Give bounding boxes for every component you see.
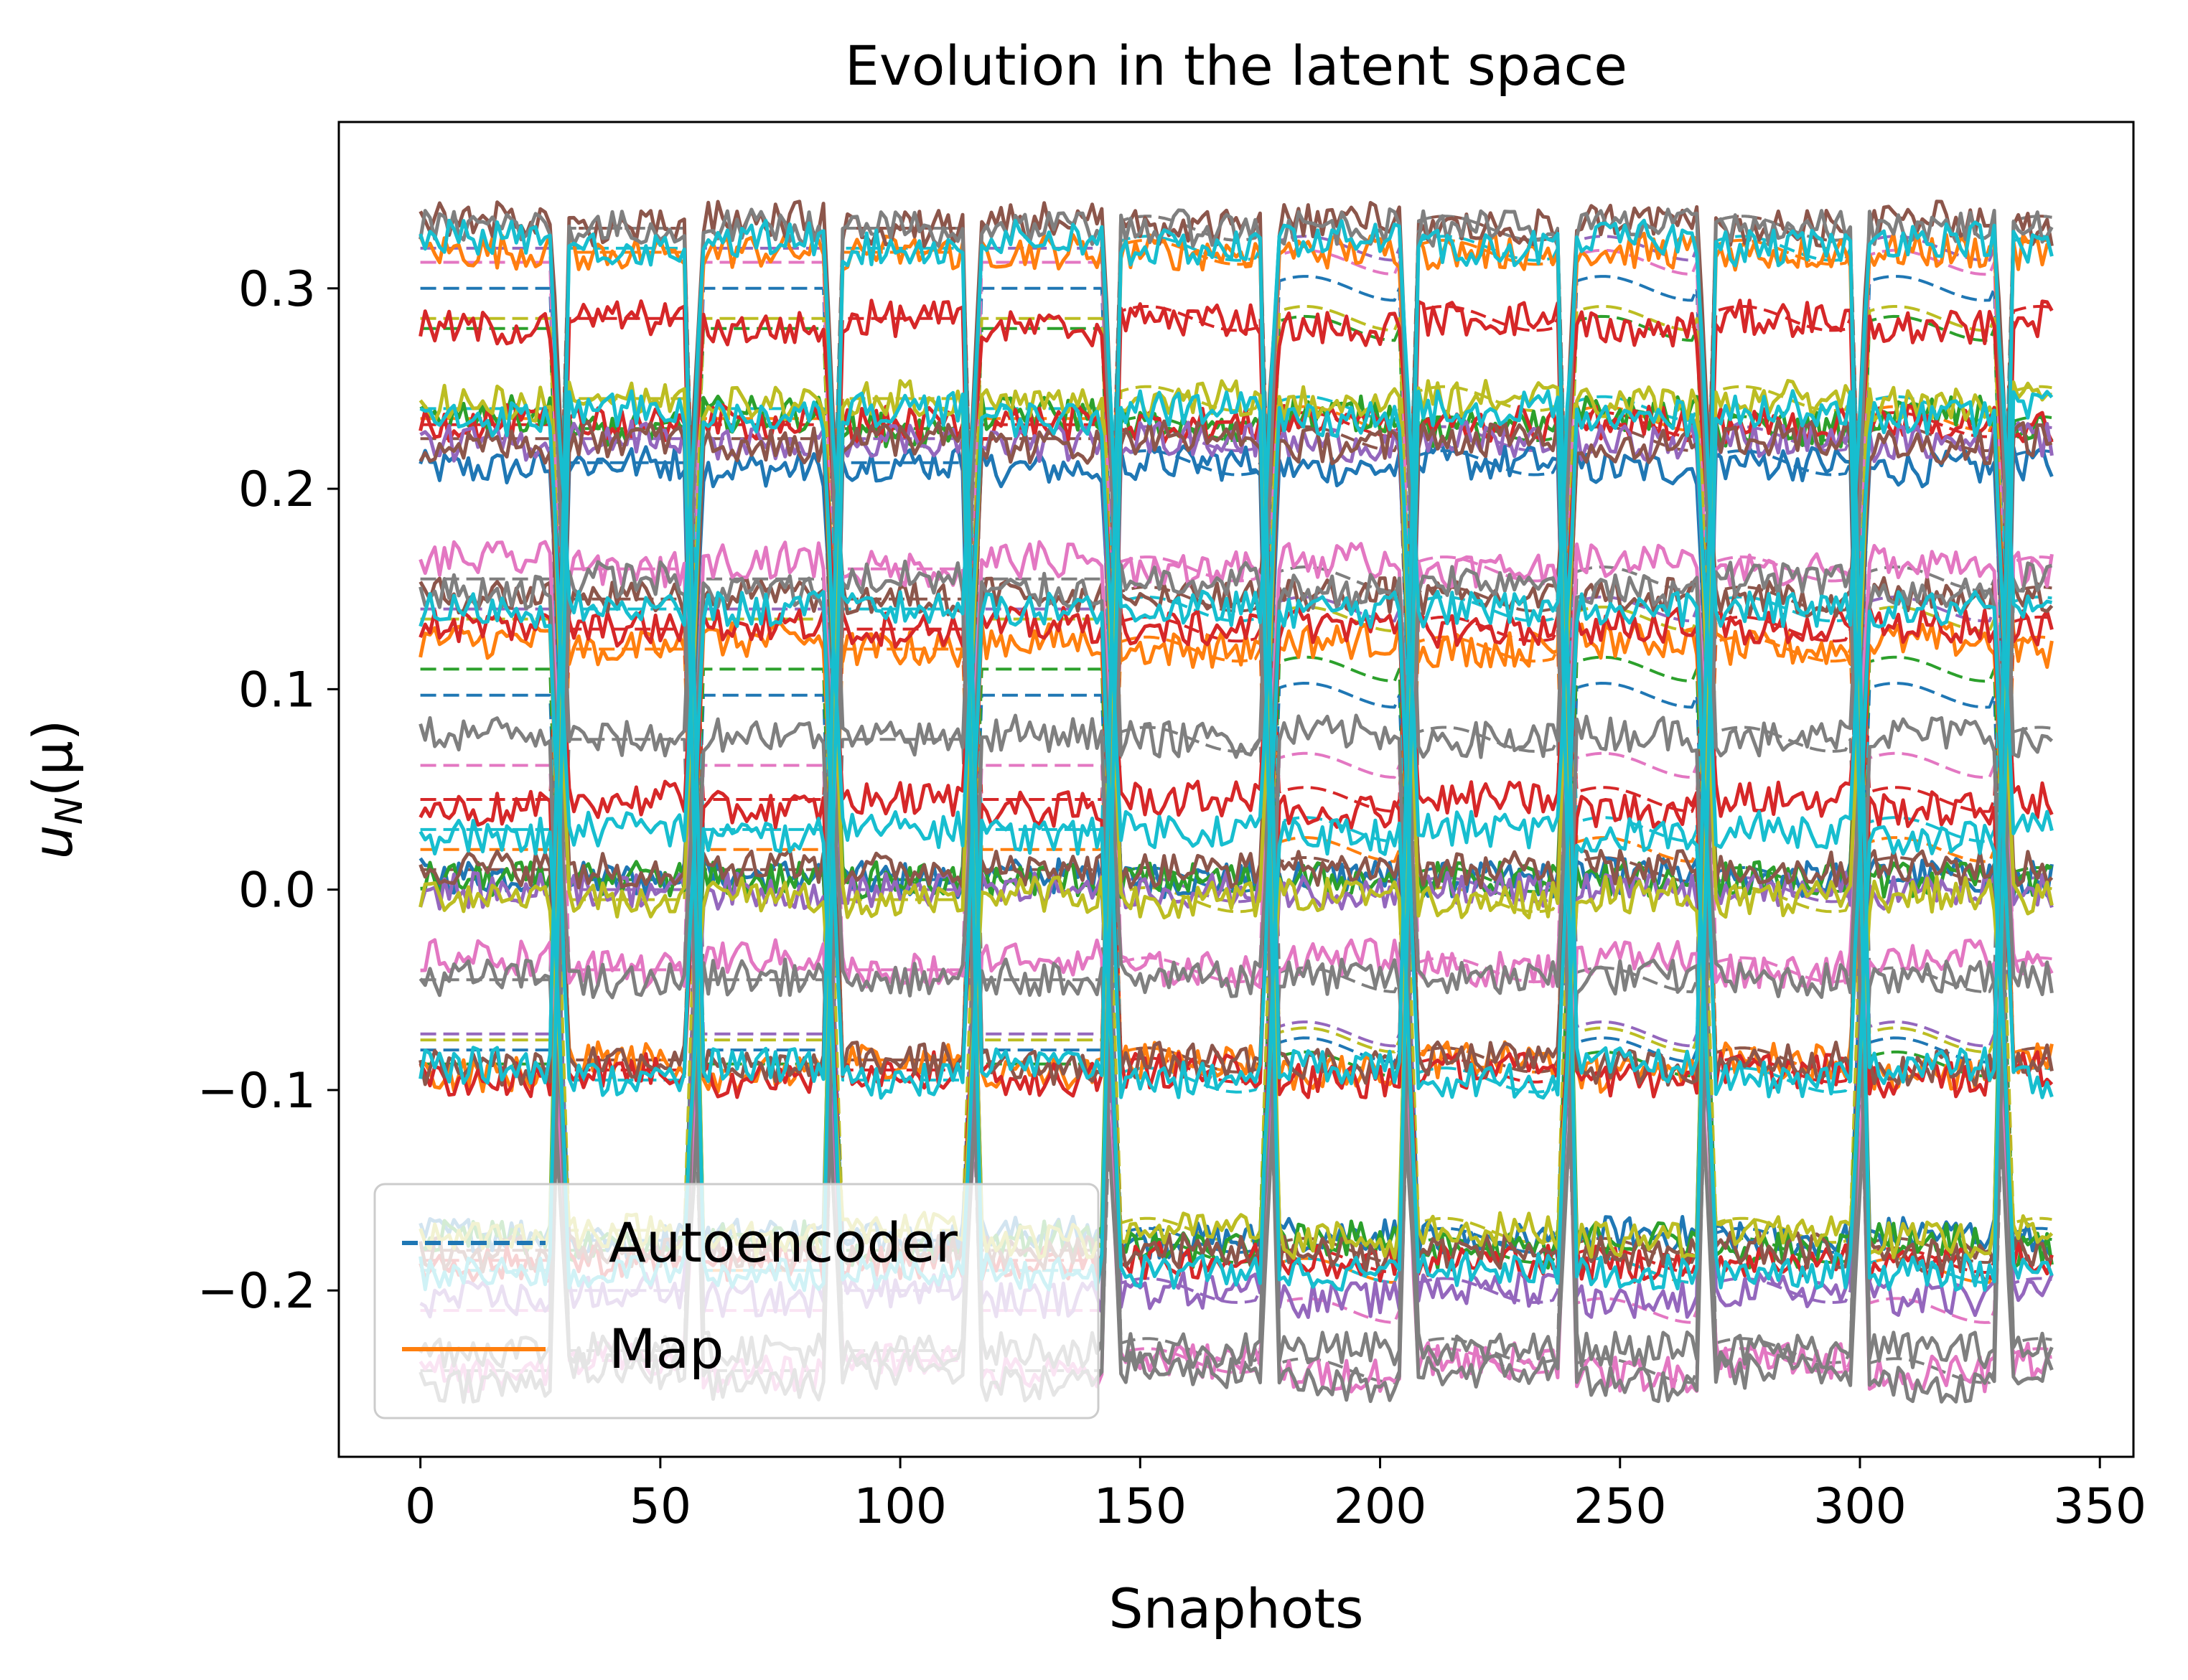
map-line <box>419 418 2053 1275</box>
x-tick-label: 150 <box>1093 1478 1187 1535</box>
map-line <box>419 207 2054 759</box>
autoencoder-line <box>420 586 2052 1264</box>
legend-box <box>373 1183 1100 1419</box>
chart-title: Evolution in the latent space <box>845 34 1627 98</box>
x-tick-label: 350 <box>2053 1478 2146 1535</box>
y-axis-label-main: u <box>21 825 85 859</box>
legend: Autoencoder Map <box>373 1183 1100 1419</box>
map-line <box>419 218 2052 629</box>
map-line <box>419 426 2054 890</box>
map-line <box>419 408 2054 1259</box>
autoencoder-line <box>420 595 2052 1304</box>
x-axis-label: Snaphots <box>1108 1577 1363 1641</box>
y-axis: −0.2 −0.1 0.0 0.1 0.2 0.3 <box>197 261 339 1320</box>
x-tick-label: 50 <box>630 1478 692 1535</box>
map-line <box>419 590 2054 1100</box>
map-line <box>419 228 2054 1086</box>
y-tick-label: 0.0 <box>238 863 316 919</box>
legend-autoencoder-label: Autoencoder <box>609 1211 958 1275</box>
map-line <box>419 389 2054 1292</box>
y-axis-label-arg: (μ) <box>21 720 85 797</box>
x-tick-label: 300 <box>1813 1478 1907 1535</box>
x-axis: 0 50 100 150 200 250 300 350 <box>405 1457 2146 1535</box>
y-tick-label: −0.2 <box>197 1263 316 1320</box>
y-axis-label-sub: N <box>48 797 91 825</box>
map-line <box>419 233 2053 1094</box>
map-line <box>419 605 2054 1090</box>
y-tick-label: 0.1 <box>238 662 316 718</box>
autoencoder-line <box>420 595 2052 1284</box>
map-line <box>419 621 2054 1080</box>
map-line <box>419 423 2054 910</box>
x-tick-label: 250 <box>1574 1478 1667 1535</box>
x-tick-label: 0 <box>405 1478 436 1535</box>
plot-frame <box>337 121 2135 1458</box>
autoencoder-line <box>420 682 2052 1254</box>
y-tick-label: −0.1 <box>197 1063 316 1120</box>
autoencoder-line <box>420 615 2052 1274</box>
autoencoder-line <box>420 425 2052 1074</box>
y-tick-label: 0.3 <box>238 261 316 318</box>
y-tick-label: 0.2 <box>238 461 316 518</box>
map-line <box>419 405 2054 1284</box>
autoencoder-line <box>420 605 2052 1244</box>
legend-map-label: Map <box>609 1317 724 1381</box>
map-line <box>419 816 2054 1290</box>
x-tick-label: 100 <box>854 1478 947 1535</box>
x-tick-label: 200 <box>1334 1478 1427 1535</box>
y-axis-label: uN(μ) <box>21 720 91 860</box>
series-lines <box>419 200 2054 1404</box>
